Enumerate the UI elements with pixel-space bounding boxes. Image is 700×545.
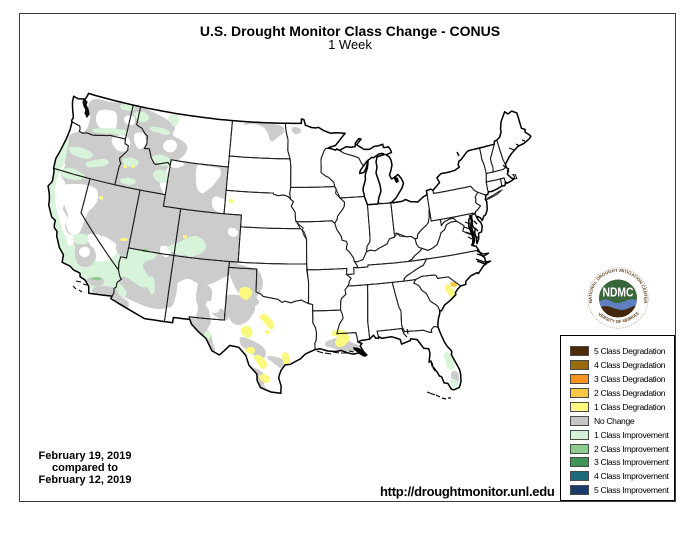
- svg-text:NDMC: NDMC: [603, 285, 634, 300]
